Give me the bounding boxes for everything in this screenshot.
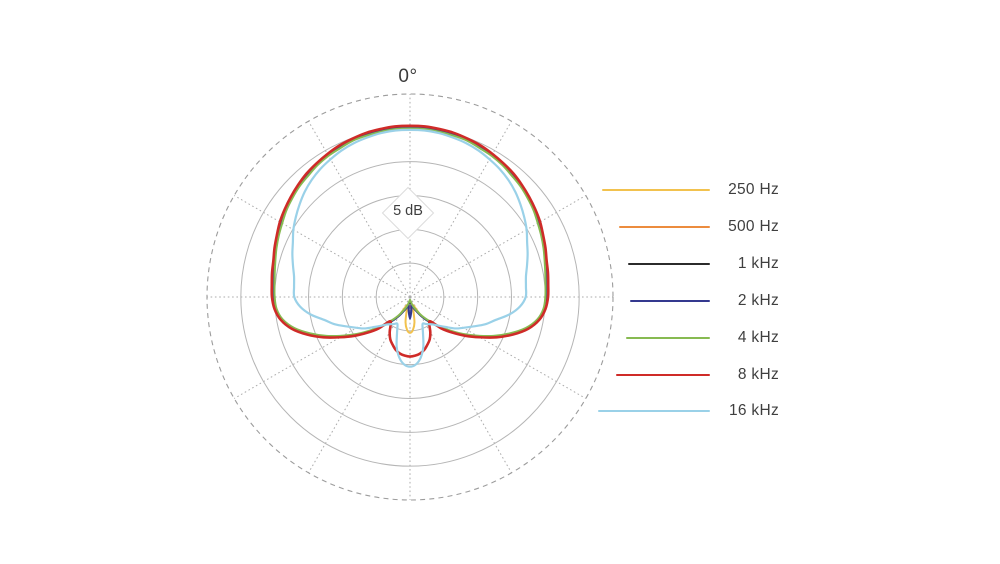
ring-scale-label: 5 dB [393, 203, 423, 219]
legend-color-line [619, 226, 710, 228]
legend-item: 4 kHz [0, 329, 1000, 347]
legend-item: 250 Hz [0, 181, 1000, 199]
legend-item: 1 kHz [0, 255, 1000, 273]
legend-color-line [602, 189, 710, 191]
legend-item-label: 500 Hz [728, 218, 779, 235]
legend-color-line [628, 263, 710, 265]
legend-color-line [630, 300, 710, 302]
legend-item-label: 8 kHz [737, 366, 779, 383]
legend-item: 2 kHz [0, 292, 1000, 310]
legend-color-line [616, 374, 710, 376]
legend-item: 16 kHz [0, 402, 1000, 420]
top-axis-label: 0° [398, 66, 418, 87]
legend-color-line [598, 410, 710, 412]
legend-item-label: 16 kHz [728, 402, 779, 419]
legend-color-line [626, 337, 710, 339]
legend-item-label: 250 Hz [728, 181, 779, 198]
legend-item: 8 kHz [0, 366, 1000, 384]
legend-item-label: 4 kHz [737, 329, 779, 346]
legend-item: 500 Hz [0, 218, 1000, 236]
legend-item-label: 2 kHz [737, 292, 779, 309]
legend-item-label: 1 kHz [737, 255, 779, 272]
